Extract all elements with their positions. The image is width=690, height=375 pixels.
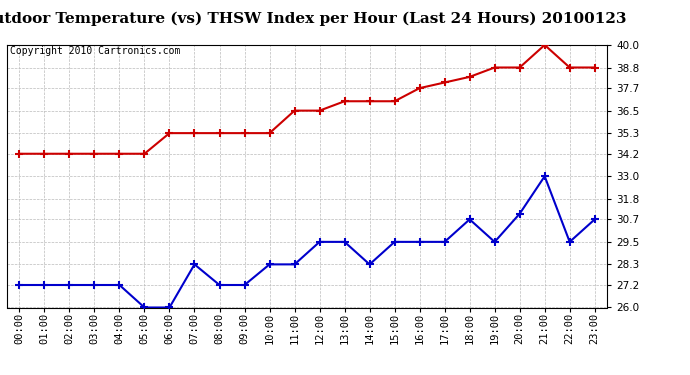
Text: Outdoor Temperature (vs) THSW Index per Hour (Last 24 Hours) 20100123: Outdoor Temperature (vs) THSW Index per … — [0, 11, 627, 26]
Text: Copyright 2010 Cartronics.com: Copyright 2010 Cartronics.com — [10, 46, 180, 56]
